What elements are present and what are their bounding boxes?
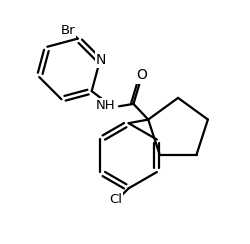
Text: Cl: Cl (109, 193, 122, 206)
Text: NH: NH (96, 99, 116, 112)
Text: Br: Br (61, 24, 75, 37)
Text: N: N (96, 53, 106, 67)
Text: O: O (136, 69, 147, 82)
